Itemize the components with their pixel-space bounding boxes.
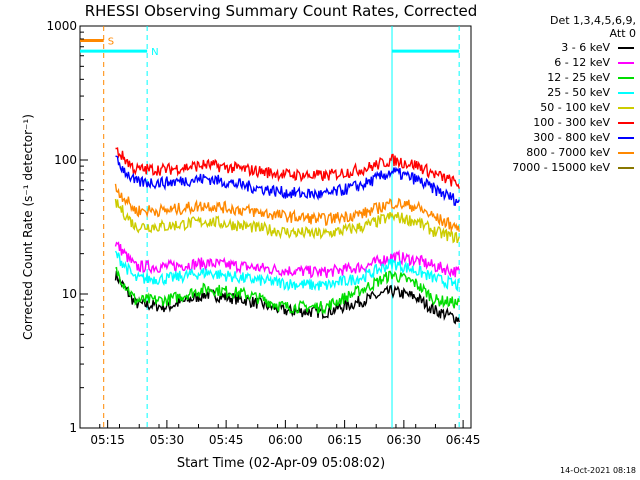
legend-swatch bbox=[618, 167, 634, 169]
y-tick-label: 1000 bbox=[46, 19, 77, 33]
x-tick-label: 06:45 bbox=[446, 433, 481, 447]
legend-swatch bbox=[618, 122, 634, 124]
x-tick-label: 05:30 bbox=[150, 433, 185, 447]
x-axis-label: Start Time (02-Apr-09 05:08:02) bbox=[177, 456, 385, 471]
x-tick-label: 05:45 bbox=[209, 433, 244, 447]
legend-swatch bbox=[618, 47, 634, 49]
legend-item: 50 - 100 keV bbox=[540, 101, 634, 114]
series-line bbox=[114, 270, 460, 325]
legend-item: 6 - 12 keV bbox=[554, 56, 634, 69]
legend-label: 800 - 7000 keV bbox=[526, 146, 610, 159]
series-line bbox=[114, 198, 460, 244]
legend-title-line-2: Att 0 bbox=[609, 27, 636, 40]
legend-label: 7000 - 15000 keV bbox=[512, 161, 610, 174]
series-line bbox=[115, 147, 460, 189]
timestamp: 14-Oct-2021 08:18 bbox=[560, 466, 636, 475]
legend-item: 300 - 800 keV bbox=[533, 131, 634, 144]
legend-item: 7000 - 15000 keV bbox=[512, 161, 634, 174]
legend-item: 3 - 6 keV bbox=[561, 41, 634, 54]
legend-label: 100 - 300 keV bbox=[533, 116, 610, 129]
annotation-label: N bbox=[151, 47, 158, 58]
y-axis-label: Corrected Count Rate (s⁻¹ detector⁻¹) bbox=[21, 114, 35, 340]
plot-frame bbox=[79, 25, 472, 429]
legend-swatch bbox=[618, 137, 634, 139]
legend-label: 25 - 50 keV bbox=[547, 86, 610, 99]
series-line bbox=[115, 266, 460, 315]
legend-label: 50 - 100 keV bbox=[540, 101, 610, 114]
legend-label: 300 - 800 keV bbox=[533, 131, 610, 144]
legend-item: 100 - 300 keV bbox=[533, 116, 634, 129]
y-tick-label: 1 bbox=[69, 421, 77, 435]
legend-item: 12 - 25 keV bbox=[547, 71, 634, 84]
legend-swatch bbox=[618, 92, 634, 94]
legend-swatch bbox=[618, 152, 634, 154]
annotation-label: S bbox=[108, 36, 114, 47]
y-tick-label: 100 bbox=[54, 153, 77, 167]
legend-label: 6 - 12 keV bbox=[554, 56, 610, 69]
x-tick-label: 06:00 bbox=[268, 433, 303, 447]
series-line bbox=[115, 155, 460, 207]
legend-item: 25 - 50 keV bbox=[547, 86, 634, 99]
series-line bbox=[114, 250, 460, 292]
legend-item: 800 - 7000 keV bbox=[526, 146, 634, 159]
legend-swatch bbox=[618, 62, 634, 64]
legend-title-line-1: Det 1,3,4,5,6,9, bbox=[549, 14, 636, 27]
y-tick-label: 10 bbox=[62, 287, 77, 301]
legend-label: 3 - 6 keV bbox=[561, 41, 610, 54]
series-line bbox=[114, 241, 460, 279]
legend-swatch bbox=[618, 107, 634, 109]
x-tick-label: 05:15 bbox=[90, 433, 125, 447]
series-line bbox=[114, 183, 460, 233]
chart-title: RHESSI Observing Summary Count Rates, Co… bbox=[85, 2, 478, 20]
x-tick-label: 06:15 bbox=[327, 433, 362, 447]
legend-swatch bbox=[618, 77, 634, 79]
x-tick-label: 06:30 bbox=[387, 433, 422, 447]
legend-label: 12 - 25 keV bbox=[547, 71, 610, 84]
